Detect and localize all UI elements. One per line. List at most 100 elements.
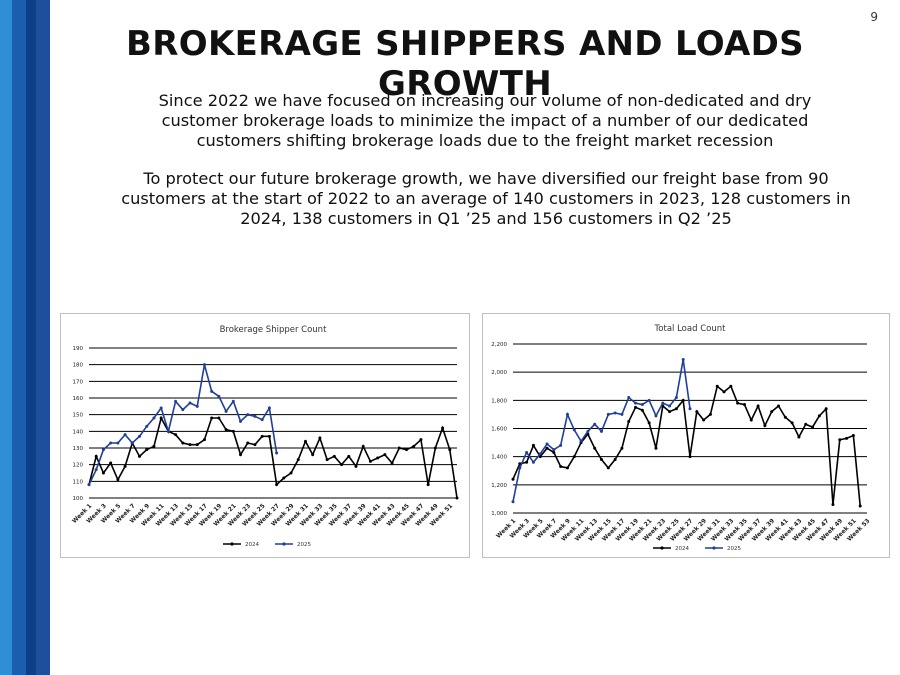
shipper-point-2024 (455, 496, 459, 500)
load-point-2024 (838, 438, 842, 442)
load-point-2024 (783, 415, 787, 419)
shipper-point-2025 (130, 441, 134, 445)
shipper-legend-marker-2024 (230, 542, 234, 546)
load-point-2025 (681, 357, 685, 361)
shipper-point-2025 (174, 399, 178, 403)
load-line-2024 (512, 384, 861, 507)
shipper-y-tick-label: 120 (73, 463, 84, 469)
load-point-2024 (708, 412, 712, 416)
shipper-point-2024 (181, 441, 185, 445)
load-legend-label: 2024 (675, 546, 689, 552)
shipper-point-2024 (419, 438, 423, 442)
shipper-point-2024 (441, 426, 445, 430)
shipper-point-2024 (217, 416, 221, 420)
shipper-point-2024 (210, 416, 214, 420)
load-point-2025 (593, 422, 597, 426)
load-point-2025 (613, 411, 617, 415)
load-point-2024 (736, 401, 740, 405)
load-y-tick-label: 2,000 (491, 370, 507, 376)
decorative-stripe-light (0, 0, 12, 675)
load-y-tick-label: 1,800 (491, 398, 507, 404)
shipper-legend-label: 2025 (297, 542, 311, 548)
shipper-point-2024 (311, 453, 315, 457)
load-point-2024 (742, 403, 746, 407)
load-point-2025 (531, 460, 535, 464)
load-point-2024 (749, 418, 753, 422)
load-legend-marker-2025 (712, 546, 716, 550)
load-point-2025 (538, 452, 542, 456)
shipper-y-tick-label: 140 (73, 429, 84, 435)
load-point-2025 (640, 403, 644, 407)
load-point-2024 (790, 421, 794, 425)
load-y-tick-label: 1,200 (491, 483, 507, 489)
shipper-point-2024 (340, 463, 344, 467)
shipper-y-tick-label: 100 (73, 496, 84, 502)
shipper-point-2024 (318, 436, 322, 440)
load-point-2024 (729, 384, 733, 388)
shipper-line-2025 (88, 364, 278, 486)
shipper-point-2025 (231, 399, 235, 403)
load-point-2024 (634, 405, 638, 409)
load-point-2025 (511, 500, 515, 504)
shipper-point-2024 (253, 443, 257, 447)
shipper-point-2024 (376, 456, 380, 460)
shipper-point-2025 (202, 363, 206, 367)
load-point-2025 (647, 398, 651, 402)
load-y-tick-label: 2,200 (491, 342, 507, 348)
shipper-y-tick-label: 190 (73, 346, 84, 352)
load-point-2024 (763, 424, 767, 428)
paragraph-diversification: To protect our future brokerage growth, … (121, 169, 851, 228)
shipper-point-2025 (138, 434, 142, 438)
shipper-point-2024 (361, 444, 365, 448)
load-point-2025 (627, 396, 631, 400)
shipper-point-2025 (260, 418, 264, 422)
load-point-2024 (688, 455, 692, 459)
page-number: 9 (870, 10, 878, 24)
shipper-point-2024 (174, 433, 178, 437)
load-point-2024 (674, 407, 678, 411)
shipper-point-2025 (101, 448, 105, 452)
shipper-point-2025 (109, 441, 113, 445)
shipper-point-2025 (94, 468, 98, 472)
load-point-2024 (797, 435, 801, 439)
shipper-legend-marker-2025 (282, 542, 286, 546)
shipper-point-2024 (145, 448, 149, 452)
shipper-point-2024 (383, 453, 387, 457)
shipper-point-2024 (94, 454, 98, 458)
shipper-point-2025 (210, 389, 214, 393)
load-point-2024 (668, 410, 672, 414)
shipper-point-2024 (426, 483, 430, 487)
load-point-2024 (552, 450, 556, 454)
load-point-2025 (565, 412, 569, 416)
decorative-stripe-blue (36, 0, 50, 675)
load-point-2025 (668, 404, 672, 408)
load-point-2025 (525, 450, 529, 454)
shipper-point-2024 (282, 476, 286, 480)
shipper-point-2024 (433, 446, 437, 450)
load-point-2024 (511, 477, 515, 481)
shipper-point-2025 (217, 394, 221, 398)
shipper-point-2024 (354, 464, 358, 468)
shipper-point-2024 (404, 448, 408, 452)
load-point-2025 (661, 401, 665, 405)
shipper-legend-label: 2024 (245, 542, 259, 548)
shipper-point-2024 (448, 448, 452, 452)
shipper-point-2024 (224, 428, 228, 432)
shipper-point-2024 (239, 453, 243, 457)
load-point-2024 (565, 466, 569, 470)
shipper-point-2024 (202, 438, 206, 442)
shipper-point-2024 (390, 461, 394, 465)
load-point-2024 (804, 422, 808, 426)
shipper-line-2024 (88, 415, 458, 499)
load-point-2024 (531, 443, 535, 447)
load-point-2024 (681, 398, 685, 402)
shipper-point-2024 (116, 478, 120, 482)
shipper-y-tick-label: 130 (73, 446, 84, 452)
shipper-point-2024 (109, 461, 113, 465)
shipper-y-tick-label: 180 (73, 363, 84, 369)
shipper-point-2024 (188, 443, 192, 447)
shipper-point-2025 (253, 414, 257, 418)
load-point-2024 (824, 407, 828, 411)
load-point-2024 (620, 446, 624, 450)
load-point-2024 (545, 446, 549, 450)
